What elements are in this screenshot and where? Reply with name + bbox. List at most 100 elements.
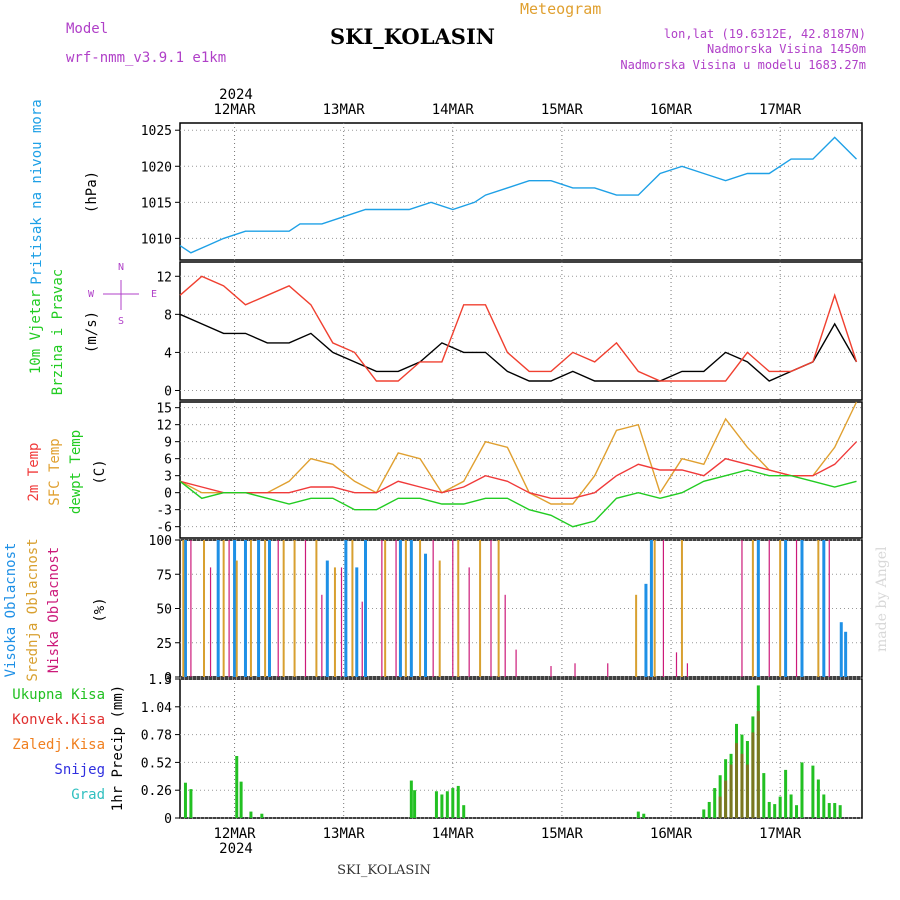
precip-total-bar: [413, 790, 417, 818]
temperature-ytick-label: 12: [156, 419, 172, 434]
cloud-high-bar: [784, 540, 788, 677]
pressure-unit-label: (hPa): [84, 171, 100, 213]
cloud-low-bar: [574, 663, 576, 677]
cloud-low-bar: [741, 540, 743, 677]
panel-temperature: -6 -3 0 3 6 9 12 15: [156, 401, 863, 539]
cloud-low-bar: [662, 540, 665, 677]
precip-total-bar: [462, 805, 466, 818]
precip-total-bar: [784, 769, 788, 818]
pressure-ytick-label: 1015: [141, 196, 172, 211]
cloud-low-bar: [490, 540, 492, 677]
wind-gust-series: [179, 275, 858, 382]
elevation-text: Nadmorska Visina 1450m: [707, 42, 866, 56]
cloud-high-bar: [344, 540, 348, 677]
cloud-mid-bar: [817, 540, 820, 677]
precip-total-bar: [642, 813, 646, 818]
date-label-top: 15MAR: [541, 102, 584, 118]
precip-total-bar: [456, 785, 460, 818]
cloud-mid-bar: [315, 540, 318, 677]
precip-total-bar: [816, 779, 820, 818]
cloud-low-label: Niska Oblacnost: [46, 547, 62, 673]
wind-ytick-label: 12: [156, 270, 172, 285]
precip-legend-0: Ukupna Kisa: [12, 687, 105, 703]
precip-total-bar: [440, 794, 444, 818]
cloud-mid-bar: [282, 540, 285, 677]
temp-dewpt-label: dewpt Temp: [68, 430, 84, 514]
cloud-high-bar: [398, 540, 402, 677]
precip-conv-bar: [735, 743, 739, 818]
cloud-unit-label: (%): [92, 597, 108, 622]
cloud-high-label: Visoka Oblacnost: [3, 543, 19, 678]
cloud-low-bar: [304, 540, 307, 677]
pressure-axis-label: Pritisak na nivou mora: [29, 99, 45, 284]
date-label-bottom: 12MAR: [213, 826, 256, 842]
station-title: SKI_KOLASIN: [330, 24, 495, 49]
cloud-low-bar: [277, 540, 279, 677]
temp-sfc-series: [179, 401, 858, 505]
temperature-ytick-label: 6: [164, 453, 172, 468]
cloud-low-bar: [768, 540, 770, 677]
cloud-mid-bar: [404, 540, 407, 677]
wind-speed-series: [179, 313, 858, 382]
precip-total-bar: [767, 801, 771, 818]
cloud-low-bar: [361, 601, 363, 677]
date-label-bottom: 17MAR: [759, 826, 802, 842]
cloud-mid-bar: [249, 540, 252, 677]
precip-conv-bar: [745, 764, 749, 818]
cloud-high-bar: [644, 583, 648, 677]
watermark: made by Angel: [874, 546, 890, 652]
precip-total-bar: [702, 809, 706, 818]
cloud-mid-bar: [222, 540, 225, 677]
precip-total-bar: [838, 805, 842, 818]
cloud-low-bar: [228, 540, 230, 677]
cloud-high-bar: [409, 540, 413, 677]
year-top: 2024: [219, 87, 253, 103]
cloud-mid-bar: [203, 540, 206, 677]
compass-s-label: S: [118, 316, 124, 327]
lonlat-text: lon,lat (19.6312E, 42.8187N): [664, 27, 866, 41]
cloud-mid-bar: [779, 540, 782, 677]
precip-total-bar: [713, 788, 717, 818]
wind-ytick-label: 8: [164, 308, 172, 323]
cloud-mid-bar: [457, 540, 460, 677]
model-label: Model: [66, 21, 108, 37]
date-label-top: 13MAR: [323, 102, 366, 118]
precip-ytick-label: 0.78: [141, 729, 172, 744]
cloud-low-bar: [795, 540, 798, 677]
cloud-ytick-label: 100: [149, 534, 172, 549]
precip-ytick-label: 1.04: [141, 701, 172, 716]
precip-total-bar: [249, 811, 253, 818]
cloud-high-bar: [216, 540, 220, 677]
precip-legend-4: Grad: [71, 787, 105, 803]
cloud-ytick-label: 75: [156, 568, 172, 583]
cloud-mid-bar: [351, 540, 354, 677]
precip-total-bar: [239, 781, 243, 818]
precip-conv-bar: [756, 711, 760, 818]
panel-cloud: 0 25 50 75 100: [149, 534, 863, 686]
cloud-mid-bar: [419, 540, 422, 677]
year-bottom: 2024: [219, 841, 253, 857]
panel-wind: 0 4 8 12: [156, 261, 863, 401]
precip-total-bar: [707, 801, 711, 818]
cloud-high-bar: [822, 540, 826, 677]
precip-legend-1: Konvek.Kisa: [12, 712, 105, 728]
temp-dewpt-series: [179, 469, 857, 528]
cloud-low-bar: [340, 567, 343, 677]
temperature-ytick-label: 0: [164, 487, 172, 502]
precip-total-bar: [409, 780, 413, 818]
precip-unit-label: 1hr Precip (mm): [110, 685, 126, 811]
precip-conv-bar: [724, 780, 728, 818]
cloud-low-bar: [675, 652, 678, 677]
precip-total-bar: [451, 788, 455, 818]
cloud-high-bar: [649, 540, 653, 677]
precip-total-bar: [773, 804, 777, 818]
precip-conv-bar: [718, 796, 722, 818]
wind-frame: [179, 261, 863, 401]
precip-total-bar: [811, 765, 815, 818]
cloud-low-bar: [550, 666, 552, 677]
precip-ytick-label: 0: [164, 812, 172, 827]
precip-total-bar: [778, 796, 782, 818]
date-label-bottom: 15MAR: [541, 826, 584, 842]
precip-total-bar: [183, 782, 187, 818]
panel-pressure: 1010 1015 1020 1025: [141, 122, 863, 261]
